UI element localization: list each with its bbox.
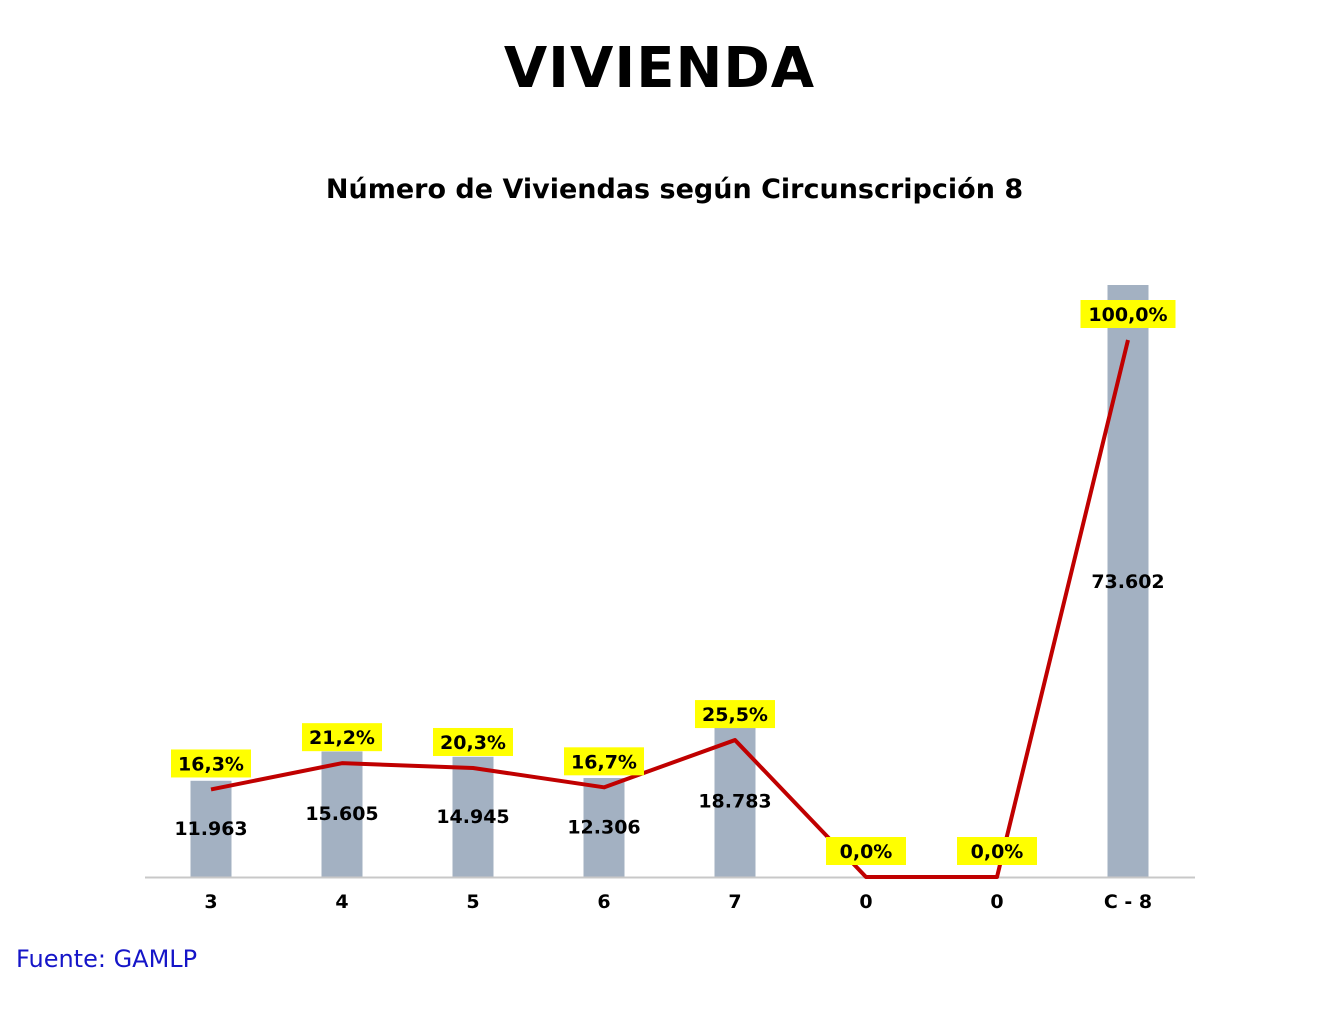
bar-value-label: 12.306 xyxy=(567,817,640,839)
percentage-label: 16,7% xyxy=(564,747,644,776)
label-highlight xyxy=(433,727,513,756)
label-highlight xyxy=(1080,300,1176,328)
percentage-label: 0,0% xyxy=(826,837,906,865)
x-tick-label: 7 xyxy=(728,891,741,913)
percentage-value: 21,2% xyxy=(309,727,375,749)
percentage-label: 20,3% xyxy=(433,727,513,756)
percentage-value: 16,3% xyxy=(178,753,244,775)
percentage-label: 21,2% xyxy=(302,723,382,752)
chart-title: Número de Viviendas según Circunscripció… xyxy=(325,174,1024,205)
bar-value-label: 11.963 xyxy=(174,818,247,840)
bar-label-group: 11.963 15.605 14.945 12.306 18.783 73.602 xyxy=(174,571,1164,840)
page-title: VIVIENDA xyxy=(503,36,816,101)
percentage-label: 16,3% xyxy=(171,749,251,778)
x-tick-label: 0 xyxy=(859,891,872,913)
x-tick-label: 5 xyxy=(466,891,479,913)
percentage-value: 20,3% xyxy=(440,732,506,754)
label-highlight xyxy=(302,723,382,752)
x-tick-label: 0 xyxy=(990,891,1003,913)
bar-group xyxy=(190,285,1149,877)
percentage-label: 25,5% xyxy=(695,700,775,729)
x-tick-group: 3 4 5 6 7 0 0 C - 8 xyxy=(204,891,1152,913)
bar-value-label: 14.945 xyxy=(436,806,509,828)
label-highlight xyxy=(564,747,644,776)
label-highlight xyxy=(171,749,251,778)
bar xyxy=(583,778,625,877)
bar xyxy=(1107,285,1149,877)
label-highlight xyxy=(695,700,775,729)
x-tick-label: 6 xyxy=(597,891,610,913)
label-highlight xyxy=(957,837,1037,865)
percentage-value: 100,0% xyxy=(1088,304,1167,326)
percentage-label: 100,0% xyxy=(1080,300,1176,328)
percentage-value: 0,0% xyxy=(971,841,1024,863)
percentage-value: 0,0% xyxy=(840,841,893,863)
percentage-label-group: 16,3% 21,2% 20,3% 16,7% 25,5% 0,0% 0,0% 100,0% xyxy=(171,300,1176,865)
percentage-label: 0,0% xyxy=(957,837,1037,865)
label-highlight xyxy=(826,837,906,865)
x-tick-label: 4 xyxy=(335,891,348,913)
bar xyxy=(452,756,494,877)
bar xyxy=(714,725,756,877)
percentage-value: 16,7% xyxy=(571,751,637,773)
bar-value-label: 18.783 xyxy=(698,790,771,812)
bar xyxy=(321,751,363,877)
x-tick-label: 3 xyxy=(204,891,217,913)
source-note: Fuente: GAMLP xyxy=(16,945,198,973)
percentage-value: 25,5% xyxy=(702,704,768,726)
percentage-line xyxy=(210,339,1130,879)
bar xyxy=(190,780,232,877)
bar-value-label: 15.605 xyxy=(305,803,378,825)
bar-value-label: 73.602 xyxy=(1091,571,1164,593)
x-tick-label: C - 8 xyxy=(1104,891,1152,913)
